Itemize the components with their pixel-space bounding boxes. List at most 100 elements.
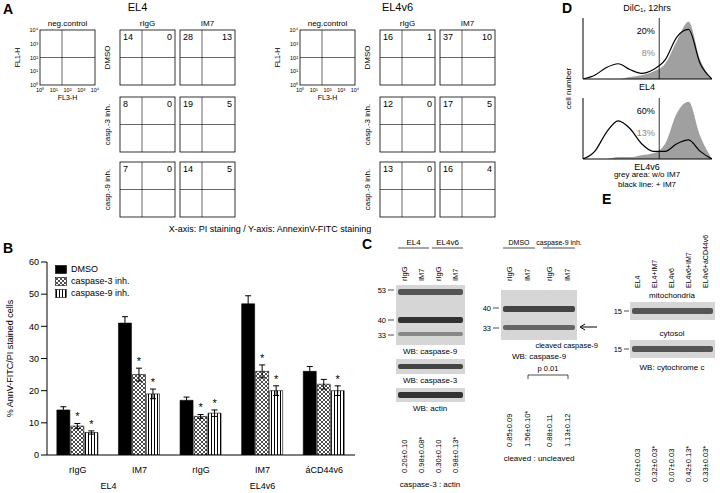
svg-text:28: 28 [183, 32, 193, 42]
svg-text:0.98±0.13*: 0.98±0.13* [451, 437, 460, 473]
svg-text:19: 19 [183, 99, 193, 109]
svg-text:10⁴: 10⁴ [351, 87, 360, 93]
svg-text:0.02±0.03: 0.02±0.03 [633, 449, 642, 482]
svg-text:12: 12 [383, 99, 393, 109]
svg-text:14: 14 [183, 164, 193, 174]
svg-text:0.30±0.10: 0.30±0.10 [434, 440, 443, 473]
svg-text:7: 7 [123, 164, 128, 174]
svg-text:IM7: IM7 [132, 465, 147, 475]
svg-text:WB: caspase-3: WB: caspase-3 [403, 376, 458, 385]
svg-text:WB: caspase-9: WB: caspase-9 [512, 352, 567, 361]
svg-text:DMSO: DMSO [363, 46, 372, 70]
svg-text:caspase-9 inh.: caspase-9 inh. [536, 239, 582, 247]
svg-text:% AnnV-FITC/PI stained cells: % AnnV-FITC/PI stained cells [5, 299, 15, 417]
svg-text:EL4v6: EL4v6 [250, 481, 276, 491]
svg-text:53: 53 [378, 286, 386, 295]
svg-text:50: 50 [29, 289, 39, 299]
svg-text:FL3-H: FL3-H [318, 94, 337, 101]
svg-text:rIgG: rIgG [400, 266, 409, 281]
svg-text:rIgG: rIgG [505, 266, 514, 281]
svg-text:p 0.01: p 0.01 [538, 364, 559, 373]
svg-text:caspase-3 : actin: caspase-3 : actin [400, 480, 460, 489]
svg-text:15: 15 [614, 307, 622, 316]
svg-text:*: * [260, 352, 265, 364]
svg-text:0.20±0.10: 0.20±0.10 [400, 440, 409, 473]
svg-text:10²: 10² [30, 55, 38, 61]
svg-text:10⁴: 10⁴ [91, 87, 100, 93]
svg-text:casp.-9 inh.: casp.-9 inh. [103, 169, 112, 210]
svg-text:10³: 10³ [337, 87, 345, 93]
svg-text:IM7: IM7 [451, 268, 460, 281]
svg-text:0.85±0.09: 0.85±0.09 [505, 414, 514, 447]
svg-text:0: 0 [167, 32, 172, 42]
svg-text:4: 4 [487, 164, 492, 174]
svg-text:WB: cytochrome c: WB: cytochrome c [640, 363, 705, 372]
svg-text:FL1-H: FL1-H [14, 48, 21, 67]
svg-text:EL4: EL4 [101, 481, 117, 491]
svg-text:X-axis: PI staining / Y-axis:: X-axis: PI staining / Y-axis: AnnexinV-F… [169, 224, 372, 234]
svg-text:10: 10 [482, 32, 492, 42]
svg-text:*: * [336, 373, 341, 385]
svg-text:5: 5 [227, 164, 232, 174]
svg-text:0: 0 [427, 99, 432, 109]
svg-text:20: 20 [29, 386, 39, 396]
svg-text:40: 40 [29, 322, 39, 332]
svg-text:IM7: IM7 [461, 19, 475, 28]
svg-text:10³: 10³ [77, 87, 85, 93]
svg-text:0: 0 [427, 164, 432, 174]
svg-text:*: * [198, 401, 203, 413]
svg-text:1.56±0.10*: 1.56±0.10* [523, 411, 532, 447]
svg-text:0.32±0.03*: 0.32±0.03* [650, 446, 659, 482]
svg-text:10: 10 [29, 418, 39, 428]
svg-text:IM7: IM7 [255, 465, 270, 475]
svg-text:0: 0 [34, 450, 39, 460]
svg-text:rIgG: rIgG [400, 19, 416, 28]
svg-text:40: 40 [483, 304, 491, 313]
svg-text:EL4: EL4 [128, 1, 148, 13]
svg-text:cleaved caspase-9: cleaved caspase-9 [535, 341, 598, 350]
svg-text:13: 13 [222, 32, 232, 42]
svg-text:5: 5 [487, 99, 492, 109]
svg-text:áCD44v6: áCD44v6 [305, 465, 343, 475]
svg-text:10⁴: 10⁴ [30, 27, 39, 33]
svg-text:*: * [151, 376, 156, 388]
svg-text:E: E [602, 191, 611, 207]
svg-text:16: 16 [443, 164, 453, 174]
svg-text:C: C [362, 236, 372, 252]
svg-text:WB: actin: WB: actin [413, 404, 447, 413]
svg-text:13: 13 [383, 164, 393, 174]
svg-text:rIgG: rIgG [140, 19, 156, 28]
svg-text:10¹: 10¹ [30, 68, 38, 74]
svg-text:EL4v6: EL4v6 [436, 238, 459, 247]
svg-text:*: * [274, 373, 279, 385]
svg-text:neg.control: neg.control [48, 19, 88, 28]
svg-text:0: 0 [167, 99, 172, 109]
svg-text:EL4: EL4 [634, 275, 641, 288]
svg-text:cleaved : uncleaved: cleaved : uncleaved [504, 454, 575, 463]
svg-text:casp.-9 inh.: casp.-9 inh. [363, 169, 372, 210]
svg-text:EL4+IM7: EL4+IM7 [651, 260, 658, 288]
svg-text:EL4v6: EL4v6 [382, 1, 413, 13]
svg-text:16: 16 [383, 32, 393, 42]
svg-text:rIgG: rIgG [545, 266, 554, 281]
svg-text:0.98±0.08*: 0.98±0.08* [417, 437, 426, 473]
svg-text:33: 33 [378, 331, 386, 340]
svg-text:1.13±0.12: 1.13±0.12 [563, 414, 572, 447]
svg-text:10⁰: 10⁰ [290, 82, 298, 88]
svg-text:A: A [3, 1, 13, 17]
svg-text:10²: 10² [290, 55, 298, 61]
svg-text:10⁴: 10⁴ [290, 27, 299, 33]
svg-text:14: 14 [123, 32, 133, 42]
svg-text:*: * [137, 355, 142, 367]
svg-text:FL1-H: FL1-H [274, 48, 281, 67]
svg-text:DMSO: DMSO [509, 239, 531, 246]
svg-text:10¹: 10¹ [50, 87, 58, 93]
svg-text:mitochondria: mitochondria [649, 291, 695, 300]
svg-text:40: 40 [378, 316, 386, 325]
svg-text:DMSO: DMSO [103, 46, 112, 70]
svg-text:10²: 10² [64, 87, 72, 93]
svg-text:10³: 10³ [30, 41, 38, 47]
svg-text:17: 17 [443, 99, 453, 109]
svg-text:5: 5 [227, 99, 232, 109]
svg-text:casp.-3 inh.: casp.-3 inh. [363, 104, 372, 145]
